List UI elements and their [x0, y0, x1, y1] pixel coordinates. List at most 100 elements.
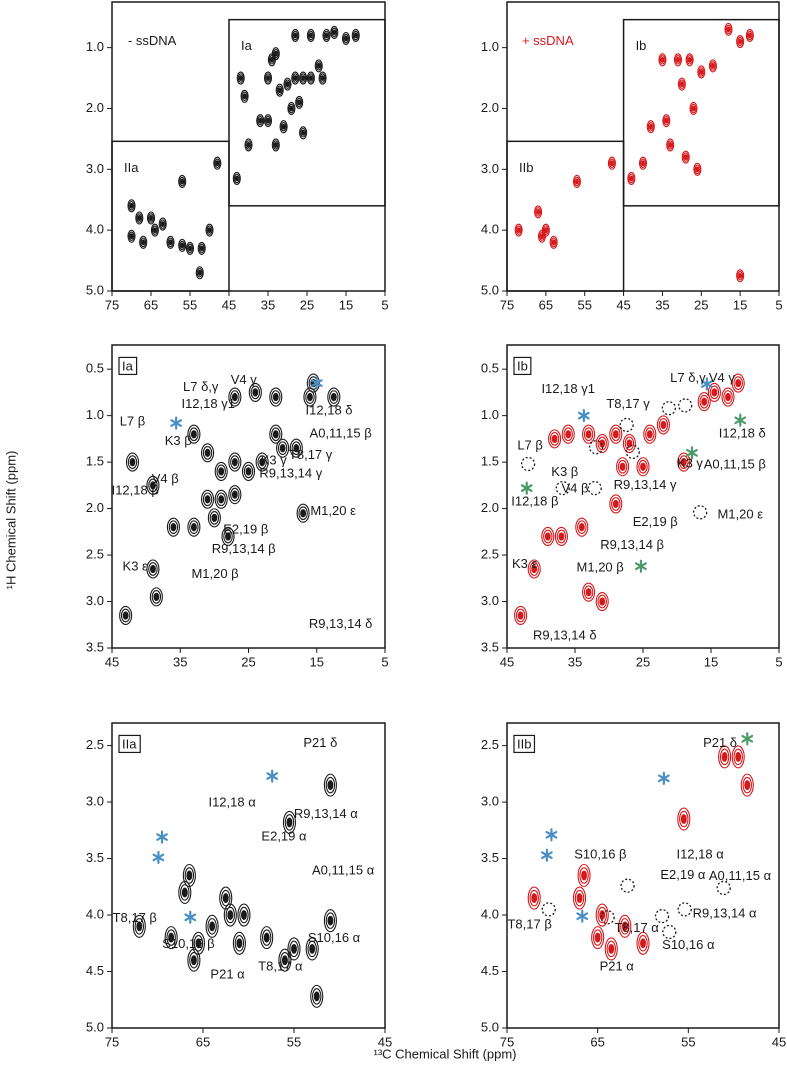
- contour-ring: [679, 81, 684, 88]
- annotation: K3 γ: [261, 453, 288, 468]
- contour-ring: [299, 126, 308, 140]
- x-tick-label: 65: [144, 297, 158, 312]
- contour-ring: [612, 499, 619, 509]
- contour-ring: [242, 93, 247, 100]
- contour-ring: [250, 385, 261, 400]
- contour-ring: [289, 940, 299, 958]
- contour-ring: [263, 71, 273, 85]
- contour-ring: [673, 53, 683, 67]
- contour-ring: [271, 427, 281, 442]
- contour-ring: [214, 489, 228, 509]
- contour-ring: [551, 239, 556, 246]
- peak: [537, 229, 547, 243]
- peak: [213, 156, 222, 170]
- contour-ring: [158, 217, 167, 231]
- contour-ring: [323, 773, 337, 797]
- y-tick-label: 0.5: [86, 361, 104, 376]
- contour-ring: [344, 35, 348, 42]
- contour-ring: [664, 117, 669, 124]
- x-tick-label: 55: [577, 297, 591, 312]
- contour-ring: [160, 221, 165, 228]
- contour-ring: [659, 55, 666, 65]
- contour-ring: [207, 918, 217, 935]
- contour-ring: [288, 103, 295, 114]
- contour-ring: [218, 495, 225, 504]
- peak: [731, 373, 745, 393]
- peak: [228, 387, 242, 407]
- contour-ring: [135, 211, 144, 225]
- x-tick-label: 55: [681, 1034, 695, 1049]
- peak: [609, 494, 623, 514]
- peak: [604, 937, 618, 961]
- contour-ring: [201, 489, 215, 509]
- y-tick-label: 2.5: [86, 546, 104, 561]
- contour-ring: [554, 526, 568, 547]
- contour-ring: [737, 271, 744, 281]
- contour-ring: [721, 387, 735, 407]
- contour-ring: [726, 26, 731, 33]
- contour-ring: [282, 810, 297, 834]
- contour-ring: [646, 430, 653, 439]
- contour-ring: [166, 517, 180, 537]
- contour-ring: [626, 439, 633, 448]
- y-tick-label: 3.0: [481, 593, 499, 608]
- contour-ring: [204, 448, 211, 457]
- peak: [271, 138, 280, 152]
- contour-ring: [190, 955, 197, 966]
- contour-ring: [541, 526, 555, 547]
- contour-ring: [611, 427, 621, 442]
- contour-ring: [563, 427, 573, 442]
- y-tick-label: 3.5: [481, 850, 499, 865]
- contour-ring: [544, 532, 551, 541]
- contour-ring: [225, 906, 236, 924]
- contour-ring: [150, 481, 156, 490]
- peak: [708, 59, 717, 73]
- contour-ring: [535, 207, 542, 217]
- contour-ring: [231, 457, 238, 467]
- contour-ring: [514, 605, 528, 626]
- missing-peak: [661, 401, 676, 416]
- contour-ring: [353, 32, 358, 39]
- asterisk: [577, 409, 590, 423]
- contour-ring: [718, 745, 732, 769]
- contour-ring: [311, 988, 322, 1005]
- peak: [305, 937, 319, 961]
- contour-ring: [129, 457, 136, 467]
- peak: [255, 452, 269, 472]
- contour-ring: [232, 171, 241, 185]
- missing-peak: [678, 398, 693, 413]
- contour-ring: [164, 926, 178, 950]
- contour-ring: [292, 30, 299, 41]
- contour-ring: [257, 115, 264, 126]
- contour-ring: [230, 455, 240, 469]
- x-tick-label: 25: [300, 297, 314, 312]
- contour-ring: [196, 267, 203, 278]
- y-tick-label: 2.0: [481, 500, 499, 515]
- contour-ring: [640, 938, 646, 949]
- contour-ring: [537, 229, 547, 243]
- annotation: R9,13,14 β: [600, 537, 664, 552]
- peak: [256, 114, 265, 128]
- peak: [232, 171, 241, 185]
- annotation: T8,17 γ: [606, 396, 650, 411]
- contour-ring: [708, 59, 717, 73]
- annotation: R9,13,14 β: [212, 541, 276, 556]
- contour-ring: [269, 424, 283, 444]
- contour-ring: [558, 532, 565, 541]
- contour-ring: [327, 780, 334, 791]
- contour-ring: [280, 951, 290, 969]
- peak: [677, 452, 691, 472]
- contour-ring: [293, 32, 298, 39]
- contour-ring: [636, 457, 650, 477]
- contour-ring: [179, 240, 186, 251]
- peak: [287, 937, 301, 961]
- contour-ring: [128, 201, 135, 211]
- contour-ring: [127, 455, 138, 469]
- contour-ring: [137, 215, 142, 221]
- contour-ring: [556, 529, 567, 544]
- contour-ring: [640, 462, 646, 471]
- contour-ring: [166, 929, 176, 946]
- asterisk: [545, 828, 558, 842]
- contour-ring: [307, 940, 317, 958]
- peak: [636, 457, 650, 477]
